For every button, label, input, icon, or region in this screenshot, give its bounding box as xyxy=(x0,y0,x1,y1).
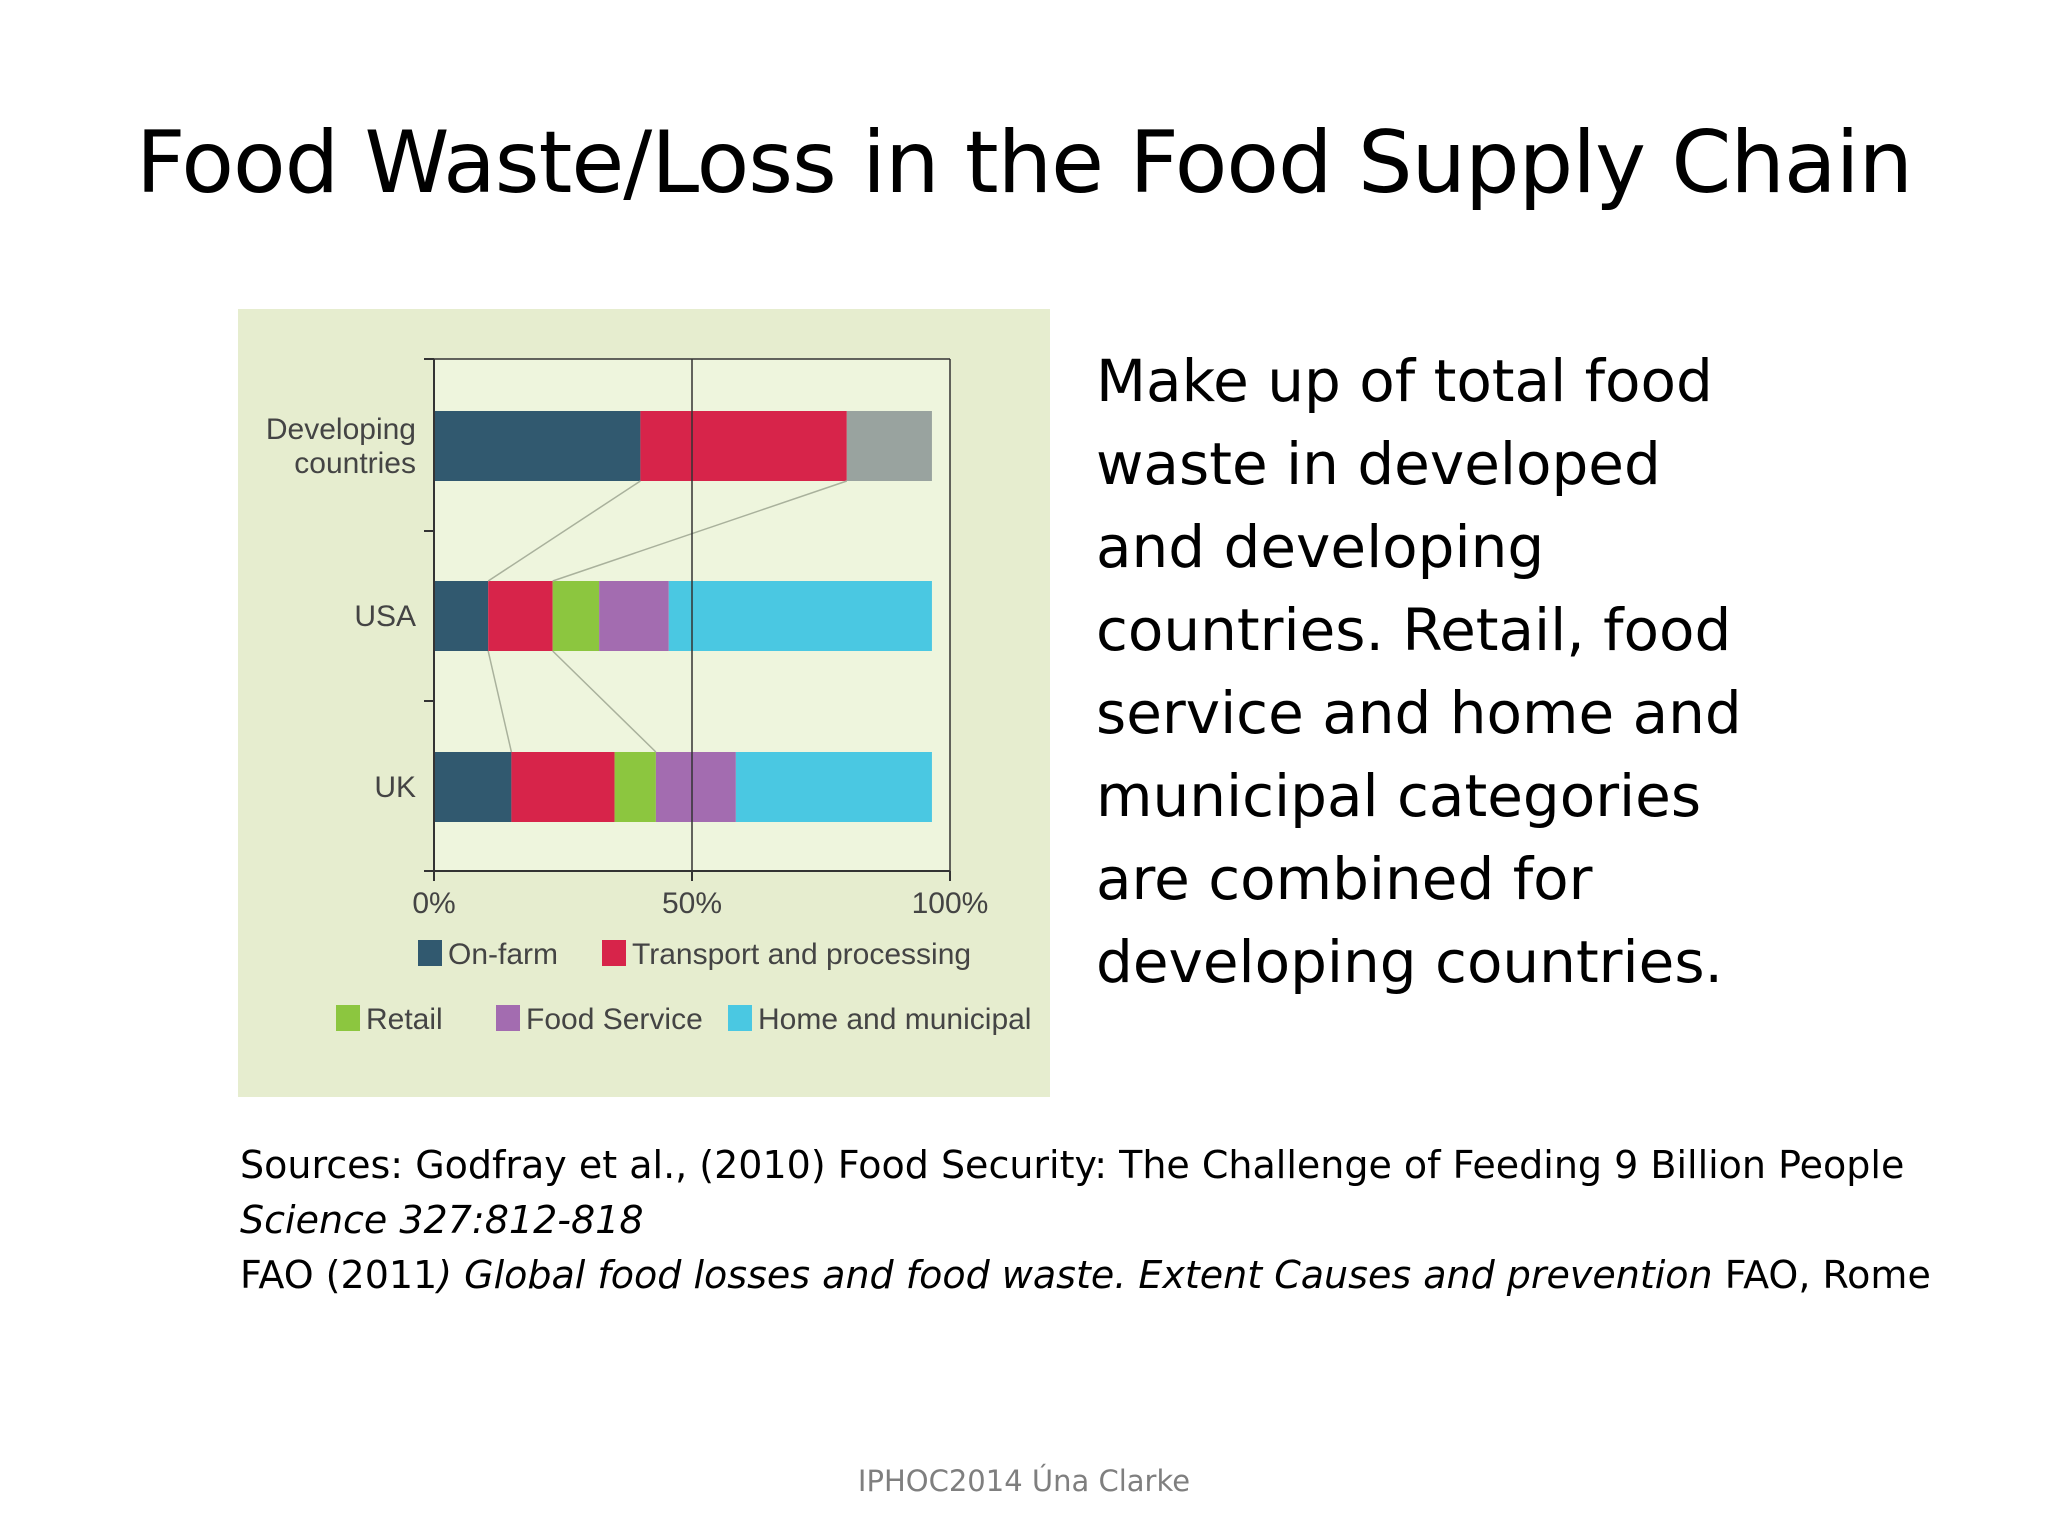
legend-swatch-retail xyxy=(336,1005,360,1031)
legend-swatch-on-farm xyxy=(418,940,442,966)
category-label-2-0: UK xyxy=(374,771,416,804)
bar-on-farm-1 xyxy=(434,581,489,651)
connector-line-3 xyxy=(552,650,657,753)
legend-swatch-transport-and-processing xyxy=(602,940,626,966)
connector-line-1 xyxy=(552,480,848,582)
source-line-2: Science 327:812-818 xyxy=(240,1198,644,1242)
bar-retail-1 xyxy=(552,581,600,651)
bar-retail-2 xyxy=(614,752,656,822)
source-line-3-prefix: FAO (2011 xyxy=(240,1253,438,1297)
bar-transport-and-processing-1 xyxy=(488,581,553,651)
slide-title: Food Waste/Loss in the Food Supply Chain xyxy=(136,113,1913,213)
bar-other-0 xyxy=(846,411,932,481)
bar-food-service-2 xyxy=(655,752,736,822)
description-paragraph: Make up of total food waste in developed… xyxy=(1096,347,1742,996)
legend-label-on-farm: On-farm xyxy=(448,938,558,971)
x-tick-label-0: 0% xyxy=(412,887,455,920)
connector-line-0 xyxy=(487,480,641,582)
legend-swatch-food-service xyxy=(496,1005,520,1031)
bar-transport-and-processing-0 xyxy=(640,411,847,481)
sources-block: Sources: Godfray et al., (2010) Food Sec… xyxy=(240,1138,2000,1303)
bar-on-farm-2 xyxy=(434,752,512,822)
legend-label-home-and-municipal: Home and municipal xyxy=(758,1003,1031,1036)
category-label-1-0: USA xyxy=(354,600,416,633)
description-text: Make up of total food waste in developed… xyxy=(1096,340,1746,1004)
chart-panel: 0% 50% 100% Developing countries USA UK On-farm… xyxy=(238,309,1050,1097)
legend-swatch-home-and-municipal xyxy=(728,1005,752,1031)
slide-footer: IPHOC2014 Úna Clarke xyxy=(857,1464,1191,1498)
bar-on-farm-0 xyxy=(434,411,641,481)
x-tick-label-2: 100% xyxy=(912,887,989,920)
source-line-3: FAO (2011) Global food losses and food w… xyxy=(240,1248,2000,1303)
source-line-3-title: ) Global food losses and food waste. Ext… xyxy=(437,1253,1713,1297)
connector-line-2 xyxy=(487,650,513,753)
bar-home-and-municipal-1 xyxy=(668,581,932,651)
bar-transport-and-processing-2 xyxy=(511,752,615,822)
bar-home-and-municipal-2 xyxy=(735,752,932,822)
x-tick-label-1: 50% xyxy=(662,887,722,920)
category-label-0-1: countries xyxy=(294,447,416,480)
source-line-3-suffix: FAO, Rome xyxy=(1712,1253,1931,1297)
category-label-0-0: Developing xyxy=(266,413,416,446)
source-line-1: Sources: Godfray et al., (2010) Food Sec… xyxy=(240,1143,1905,1187)
legend-label-retail: Retail xyxy=(366,1003,443,1036)
bar-food-service-1 xyxy=(599,581,669,651)
legend-label-transport-and-processing: Transport and processing xyxy=(632,938,971,971)
legend-label-food-service: Food Service xyxy=(526,1003,703,1036)
